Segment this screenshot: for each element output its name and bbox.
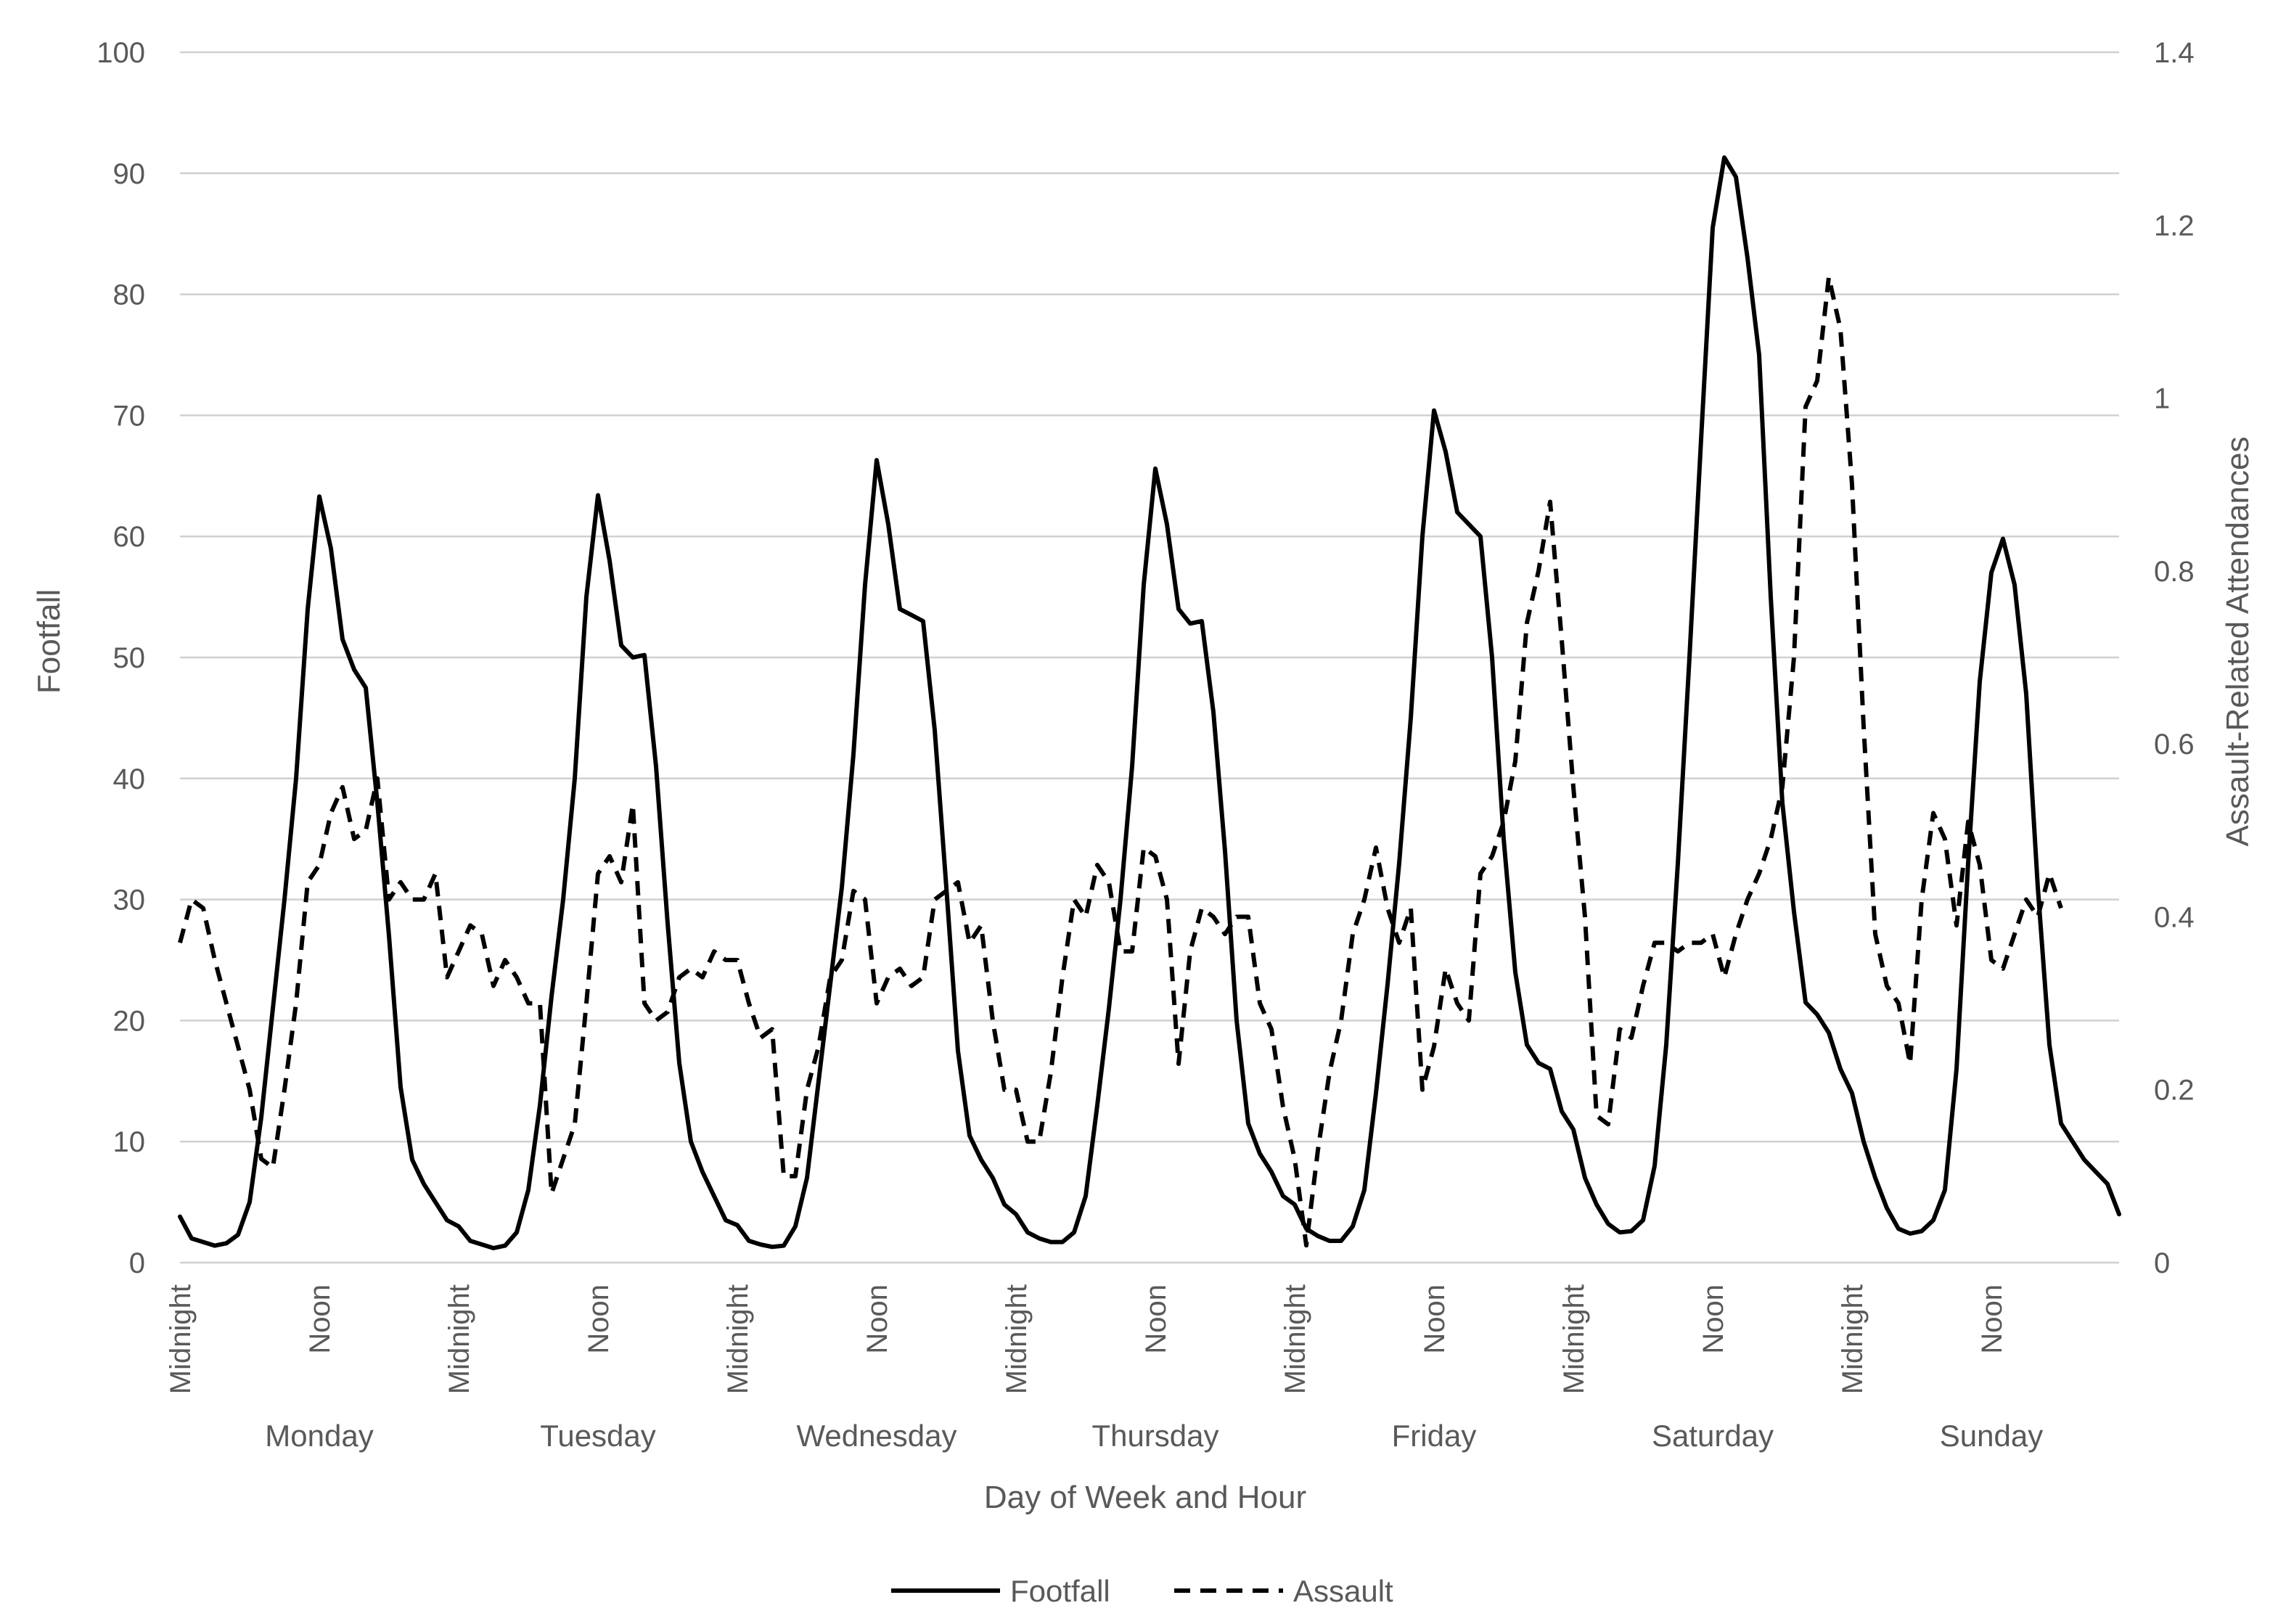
x-axis-title: Day of Week and Hour	[984, 1480, 1306, 1515]
y-tick-label-20: 20	[113, 1005, 146, 1037]
legend-label-footfall: Footfall	[1010, 1574, 1110, 1608]
x-tick-label-noon-108: Noon	[1419, 1284, 1451, 1354]
y2-tick-label-1.2: 1.2	[2154, 210, 2195, 242]
y-tick-label-60: 60	[113, 521, 146, 553]
x-tick-label-noon-60: Noon	[861, 1284, 893, 1354]
horizontal-gridlines	[180, 51, 2119, 1264]
right-axis-tick-labels: 0 0.2 0.4 0.6 0.8 1 1.2 1.4	[2154, 37, 2195, 1279]
y-tick-label-90: 90	[113, 158, 146, 190]
y2-tick-label-1: 1	[2154, 383, 2170, 415]
day-label-wednesday: Wednesday	[796, 1419, 956, 1453]
x-axis-hour-tick-labels: Midnight Noon Midnight Noon Midnight Noon Midn…	[165, 1284, 2008, 1394]
y-tick-label-100: 100	[97, 37, 145, 69]
y-tick-label-50: 50	[113, 642, 146, 674]
y2-tick-label-0.6: 0.6	[2154, 729, 2195, 760]
y2-tick-label-1.4: 1.4	[2154, 37, 2195, 69]
y2-axis-title: Assault-Related Attendances	[2220, 436, 2256, 846]
x-tick-label-midnight-96: Midnight	[1279, 1284, 1311, 1394]
y2-tick-label-0: 0	[2154, 1247, 2170, 1279]
day-label-friday: Friday	[1392, 1419, 1477, 1453]
y-axis-title: Footfall	[31, 589, 67, 694]
day-label-thursday: Thursday	[1091, 1419, 1218, 1453]
day-label-sunday: Sunday	[1940, 1419, 2043, 1453]
day-label-saturday: Saturday	[1652, 1419, 1774, 1453]
x-tick-label-noon-12: Noon	[304, 1284, 336, 1354]
y-tick-label-70: 70	[113, 400, 146, 432]
day-label-tuesday: Tuesday	[540, 1419, 656, 1453]
x-tick-label-noon-156: Noon	[1976, 1284, 2008, 1354]
y2-tick-label-0.4: 0.4	[2154, 901, 2195, 933]
y2-tick-label-0.8: 0.8	[2154, 556, 2195, 588]
x-tick-label-midnight-48: Midnight	[722, 1284, 754, 1394]
x-axis-day-labels: Monday Tuesday Wednesday Thursday Friday Satu…	[265, 1419, 2043, 1453]
x-tick-label-midnight-144: Midnight	[1837, 1284, 1869, 1394]
x-tick-label-noon-132: Noon	[1697, 1284, 1729, 1354]
day-label-monday: Monday	[265, 1419, 373, 1453]
left-axis-tick-labels: 0 10 20 30 40 50 60 70 80 90 100	[97, 37, 145, 1279]
y-tick-label-30: 30	[113, 885, 146, 916]
legend-label-assault: Assault	[1293, 1574, 1393, 1608]
legend: Footfall Assault	[891, 1574, 1393, 1608]
x-tick-label-midnight-0: Midnight	[165, 1284, 197, 1394]
y2-tick-label-0.2: 0.2	[2154, 1075, 2195, 1107]
series-lines	[178, 155, 2121, 1250]
x-tick-label-midnight-72: Midnight	[1001, 1284, 1033, 1394]
x-tick-label-noon-84: Noon	[1140, 1284, 1172, 1354]
y-tick-label-80: 80	[113, 279, 146, 311]
y-tick-label-40: 40	[113, 763, 146, 795]
x-tick-label-midnight-24: Midnight	[443, 1284, 475, 1394]
series-line-assault	[178, 274, 2063, 1248]
x-tick-label-midnight-120: Midnight	[1558, 1284, 1590, 1394]
y-tick-label-0: 0	[129, 1247, 145, 1279]
series-line-footfall	[178, 155, 2121, 1250]
y-tick-label-10: 10	[113, 1126, 146, 1158]
x-tick-label-noon-36: Noon	[583, 1284, 615, 1354]
